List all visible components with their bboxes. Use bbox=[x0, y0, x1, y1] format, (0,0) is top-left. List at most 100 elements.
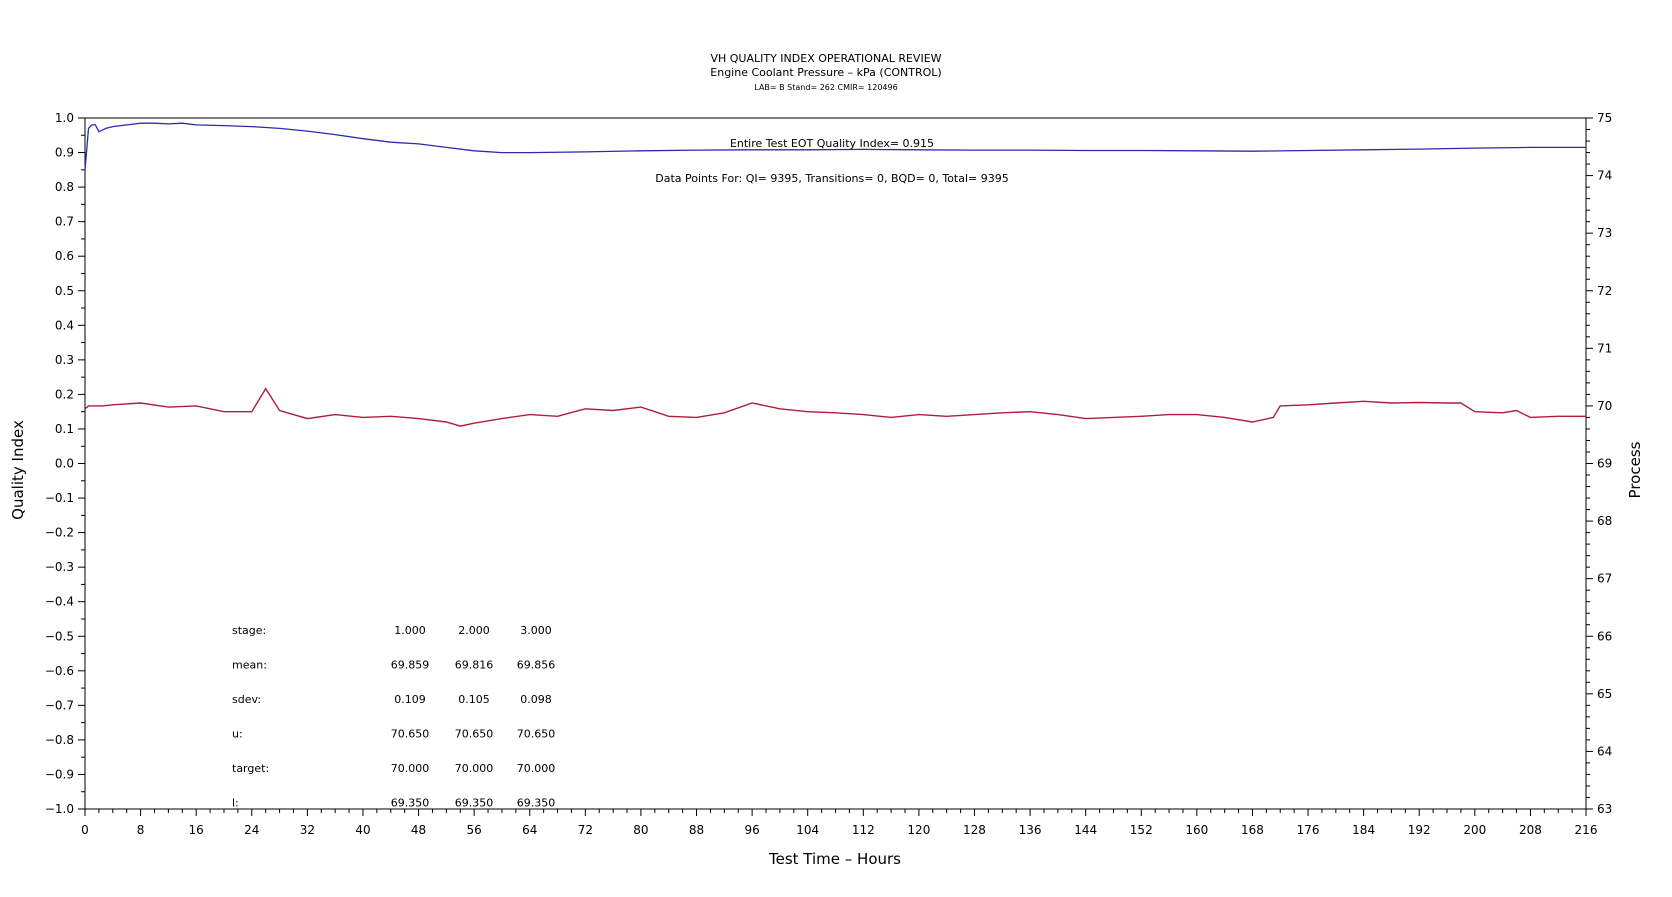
x-tick-label: 0 bbox=[81, 823, 89, 837]
right-tick-label: 70 bbox=[1597, 399, 1612, 413]
right-tick-label: 65 bbox=[1597, 687, 1612, 701]
left-tick-label: 0.4 bbox=[55, 318, 74, 332]
left-tick-label: 0.7 bbox=[55, 215, 74, 229]
x-tick-label: 48 bbox=[411, 823, 426, 837]
stats-row-value: 0.098 bbox=[520, 693, 552, 706]
eot-quality-index-annotation: Entire Test EOT Quality Index= 0.915 bbox=[730, 137, 934, 150]
stats-row-value: 69.859 bbox=[391, 659, 430, 672]
x-tick-label: 128 bbox=[963, 823, 986, 837]
x-tick-label: 176 bbox=[1297, 823, 1320, 837]
x-tick-label: 56 bbox=[467, 823, 482, 837]
x-tick-label: 32 bbox=[300, 823, 315, 837]
left-tick-label: −0.2 bbox=[45, 526, 74, 540]
stats-row-value: 3.000 bbox=[520, 624, 552, 637]
x-tick-label: 96 bbox=[744, 823, 759, 837]
left-tick-label: −0.7 bbox=[45, 698, 74, 712]
left-tick-label: 0.3 bbox=[55, 353, 74, 367]
stats-row-label: mean: bbox=[232, 659, 267, 672]
left-tick-label: −0.8 bbox=[45, 733, 74, 747]
left-tick-label: −0.3 bbox=[45, 560, 74, 574]
series-layer bbox=[84, 122, 1586, 427]
process-line bbox=[84, 387, 1586, 427]
stats-row-value: 69.350 bbox=[391, 797, 430, 810]
x-tick-label: 104 bbox=[796, 823, 819, 837]
x-tick-label: 112 bbox=[852, 823, 875, 837]
chart-subtitle-lab: LAB= B Stand= 262 CMIR= 120496 bbox=[754, 83, 897, 92]
x-tick-label: 192 bbox=[1408, 823, 1431, 837]
x-tick-label: 40 bbox=[355, 823, 370, 837]
left-tick-label: −0.4 bbox=[45, 595, 74, 609]
stats-row-value: 0.109 bbox=[394, 693, 426, 706]
left-tick-label: −0.9 bbox=[45, 767, 74, 781]
left-tick-label: 0.2 bbox=[55, 387, 74, 401]
right-tick-label: 67 bbox=[1597, 572, 1612, 586]
right-tick-label: 73 bbox=[1597, 226, 1612, 240]
x-tick-label: 64 bbox=[522, 823, 537, 837]
stats-row-value: 69.350 bbox=[517, 797, 556, 810]
quality-index-line bbox=[84, 122, 1586, 170]
chart-subtitle: Engine Coolant Pressure – kPa (CONTROL) bbox=[710, 66, 941, 79]
x-tick-label: 8 bbox=[137, 823, 145, 837]
x-tick-label: 120 bbox=[907, 823, 930, 837]
x-tick-label: 200 bbox=[1463, 823, 1486, 837]
x-tick-label: 136 bbox=[1019, 823, 1042, 837]
stats-row-value: 1.000 bbox=[394, 624, 426, 637]
right-tick-label: 63 bbox=[1597, 802, 1612, 816]
stats-row-value: 69.856 bbox=[517, 659, 556, 672]
stats-table: stage: 1.000 2.000 3.000 mean: 69.859 69.816 69… bbox=[232, 624, 555, 810]
left-tick-label: −0.1 bbox=[45, 491, 74, 505]
x-tick-label: 80 bbox=[633, 823, 648, 837]
x-tick-label: 72 bbox=[578, 823, 593, 837]
left-axis-ticks: −1.0 −0.9 −0.8 −0.7 −0.6 −0.5 −0.4 −0.3 −0.2 −0.1… bbox=[45, 111, 85, 816]
right-tick-label: 75 bbox=[1597, 111, 1612, 125]
stats-row-value: 0.105 bbox=[458, 693, 490, 706]
stats-row-value: 70.650 bbox=[455, 728, 494, 741]
stats-row-label: sdev: bbox=[232, 693, 261, 706]
left-tick-label: 0.5 bbox=[55, 284, 74, 298]
chart-title: VH QUALITY INDEX OPERATIONAL REVIEW bbox=[710, 52, 941, 65]
stats-row-label: u: bbox=[232, 728, 243, 741]
x-tick-label: 160 bbox=[1185, 823, 1208, 837]
right-tick-label: 71 bbox=[1597, 341, 1612, 355]
x-tick-label: 24 bbox=[244, 823, 259, 837]
right-tick-label: 72 bbox=[1597, 284, 1612, 298]
left-axis-label: Quality Index bbox=[9, 420, 27, 520]
left-tick-label: 0.6 bbox=[55, 249, 74, 263]
x-axis-ticks: 0 8 16 24 32 40 48 56 64 72 80 88 96 104 112 120 128 136 1… bbox=[81, 809, 1597, 837]
x-tick-label: 208 bbox=[1519, 823, 1542, 837]
left-tick-label: 0.9 bbox=[55, 146, 74, 160]
left-tick-label: 1.0 bbox=[55, 111, 74, 125]
data-points-annotation: Data Points For: QI= 9395, Transitions= … bbox=[655, 172, 1009, 185]
right-tick-label: 64 bbox=[1597, 744, 1612, 758]
stats-row-label: stage: bbox=[232, 624, 266, 637]
x-tick-label: 168 bbox=[1241, 823, 1264, 837]
stats-row-value: 69.816 bbox=[455, 659, 494, 672]
stats-row-value: 70.650 bbox=[517, 728, 556, 741]
stats-row-value: 70.000 bbox=[517, 762, 556, 775]
stats-row-label: target: bbox=[232, 762, 269, 775]
x-tick-label: 88 bbox=[689, 823, 704, 837]
x-tick-label: 184 bbox=[1352, 823, 1375, 837]
left-tick-label: −1.0 bbox=[45, 802, 74, 816]
x-tick-label: 16 bbox=[189, 823, 204, 837]
left-tick-label: −0.5 bbox=[45, 629, 74, 643]
right-tick-label: 74 bbox=[1597, 169, 1612, 183]
left-tick-label: 0.0 bbox=[55, 457, 74, 471]
left-tick-label: −0.6 bbox=[45, 664, 74, 678]
right-tick-label: 68 bbox=[1597, 514, 1612, 528]
left-tick-label: 0.1 bbox=[55, 422, 74, 436]
right-tick-label: 69 bbox=[1597, 457, 1612, 471]
x-axis-label: Test Time – Hours bbox=[768, 850, 901, 868]
right-axis-ticks: 63 64 65 66 67 68 69 70 71 72 73 74 75 bbox=[1586, 111, 1612, 816]
x-tick-label: 152 bbox=[1130, 823, 1153, 837]
stats-row-value: 70.000 bbox=[455, 762, 494, 775]
left-tick-label: 0.8 bbox=[55, 180, 74, 194]
stats-row-value: 69.350 bbox=[455, 797, 494, 810]
stats-row-value: 70.000 bbox=[391, 762, 430, 775]
stats-row-label: l: bbox=[232, 797, 239, 810]
right-axis-label: Process bbox=[1626, 441, 1644, 498]
right-tick-label: 66 bbox=[1597, 629, 1612, 643]
stats-row-value: 70.650 bbox=[391, 728, 430, 741]
x-tick-label: 216 bbox=[1575, 823, 1598, 837]
